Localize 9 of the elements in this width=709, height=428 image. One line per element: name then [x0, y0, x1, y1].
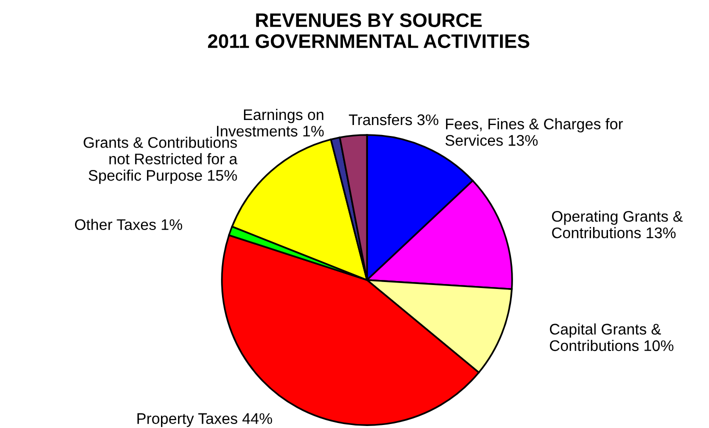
slice-label: Transfers 3% — [348, 114, 438, 126]
slice-label: Grants & Contributions not Restricted for a Specific Purpose 15% — [84, 136, 238, 184]
slice-label: Property Taxes 44% — [137, 413, 272, 427]
slice-label: Other Taxes 1% — [75, 218, 182, 230]
slice-label: Earnings on Investments 1% — [216, 108, 324, 137]
slice-label: Operating Grants & Contributions 13% — [552, 210, 683, 238]
slice-label: Fees, Fines & Charges for Services 13% — [445, 118, 623, 146]
chart-title: REVENUES BY SOURCE 2011 GOVERNMENTAL ACTIVITIES — [208, 13, 530, 48]
slice-label: Capital Grants & Contributions 10% — [550, 323, 674, 352]
